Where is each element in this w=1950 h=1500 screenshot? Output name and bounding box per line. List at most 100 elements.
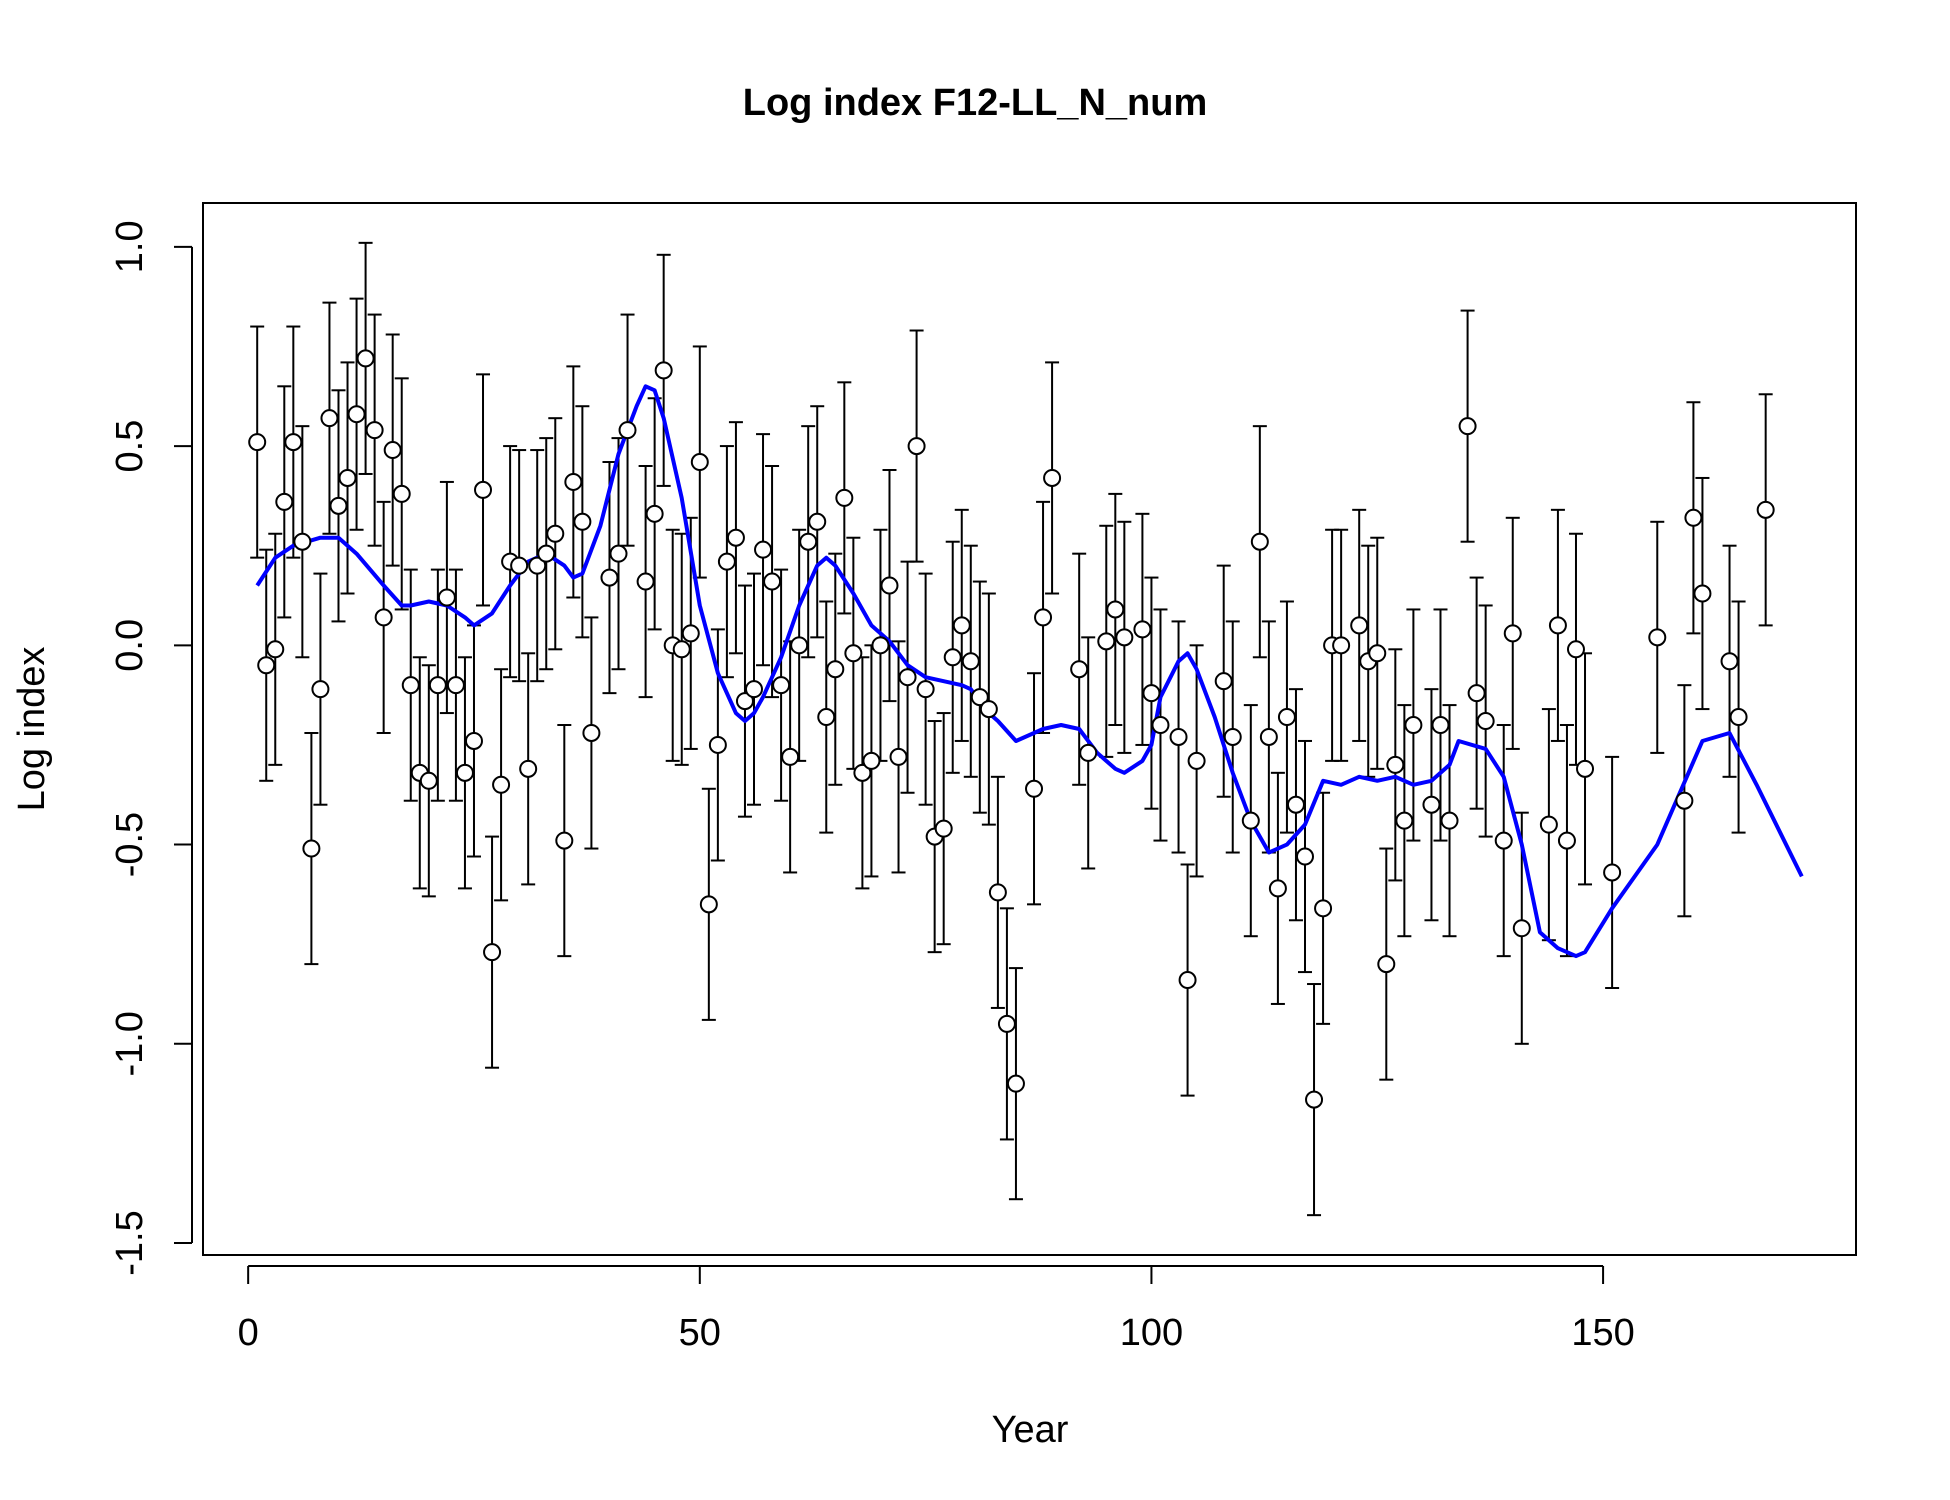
data-point (1097, 632, 1116, 651)
y-tick-label: 1.0 (109, 220, 151, 273)
data-point (446, 676, 465, 695)
data-point (428, 676, 447, 695)
data-point (356, 349, 375, 368)
data-point (1250, 532, 1269, 551)
data-point (248, 433, 267, 452)
data-point (934, 819, 953, 838)
data-point (735, 692, 754, 711)
data-point (1332, 636, 1351, 655)
data-point (302, 839, 321, 858)
data-point (1314, 899, 1333, 918)
data-point (419, 771, 438, 790)
data-point (1296, 847, 1314, 866)
data-point (889, 747, 908, 766)
data-point (1368, 644, 1387, 663)
data-point (347, 405, 366, 424)
data-point (437, 588, 456, 607)
data-point (1214, 672, 1233, 691)
y-tick-label: -0.5 (109, 812, 151, 877)
data-point (672, 640, 691, 659)
data-point (365, 421, 384, 440)
data-point (1512, 919, 1531, 938)
data-point (1079, 743, 1098, 762)
data-point (609, 544, 628, 563)
data-point (537, 544, 556, 563)
data-point (907, 437, 926, 456)
data-point (1404, 716, 1423, 735)
data-point (699, 895, 718, 914)
data-point (862, 751, 881, 770)
data-point (1286, 795, 1305, 814)
data-point (1268, 879, 1287, 898)
data-point (266, 640, 285, 659)
data-points (248, 349, 1775, 1109)
data-point (1395, 811, 1414, 830)
data-point (708, 735, 727, 754)
data-point (961, 652, 980, 671)
data-point (483, 943, 502, 962)
data-point (284, 433, 303, 452)
data-point (1386, 755, 1405, 774)
x-tick-label: 0 (238, 1312, 259, 1354)
y-tick-label: -1.5 (109, 1210, 151, 1275)
data-point (293, 532, 312, 551)
data-point (1043, 468, 1062, 487)
x-axis-label: Year (992, 1409, 1069, 1451)
data-point (970, 688, 989, 707)
data-point (519, 759, 538, 778)
chart-title: Log index F12-LL_N_num (743, 82, 1207, 124)
data-point (916, 680, 935, 699)
data-point (835, 488, 854, 507)
x-tick-label: 100 (1120, 1312, 1183, 1354)
data-point (1223, 727, 1242, 746)
data-point (1006, 1074, 1025, 1093)
data-point (1025, 779, 1044, 798)
y-axis-label: Log index (11, 647, 53, 812)
data-point (528, 556, 547, 575)
data-point (763, 572, 782, 591)
y-tick-label: -1.0 (109, 1011, 151, 1076)
data-point (1277, 708, 1296, 727)
data-point (1431, 716, 1450, 735)
data-point (1187, 751, 1206, 770)
data-point (1566, 640, 1585, 659)
data-point (943, 648, 962, 667)
data-point (1034, 608, 1053, 627)
data-point (257, 656, 276, 675)
data-point (681, 624, 700, 643)
data-point (781, 747, 800, 766)
data-point (555, 831, 574, 850)
data-point (880, 576, 899, 595)
data-point (1350, 616, 1369, 635)
x-tick-label: 150 (1571, 1312, 1634, 1354)
data-point (1476, 712, 1495, 731)
data-point (1684, 508, 1703, 527)
data-point (898, 668, 917, 687)
data-point (853, 763, 872, 782)
data-point (1241, 811, 1260, 830)
data-point (1151, 716, 1170, 735)
data-point (997, 1014, 1016, 1033)
data-point (573, 512, 592, 531)
data-point (374, 608, 393, 627)
data-point (1106, 600, 1125, 619)
data-point (1539, 815, 1558, 834)
data-point (383, 441, 402, 460)
data-point (654, 361, 673, 380)
data-point (582, 723, 601, 742)
y-tick-label: 0.5 (109, 420, 151, 473)
y-axis: -1.5 -1.0 -0.5 0.0 0.5 1.0 (109, 220, 193, 1276)
data-point (1422, 795, 1441, 814)
data-point (618, 421, 637, 440)
data-point (1503, 624, 1522, 643)
data-point (871, 636, 890, 655)
data-point (1756, 500, 1775, 519)
x-tick-label: 50 (679, 1312, 721, 1354)
data-point (1548, 616, 1567, 635)
data-point (799, 532, 818, 551)
data-point (1305, 1090, 1324, 1109)
data-point (1494, 831, 1513, 850)
data-point (492, 775, 511, 794)
data-point (564, 472, 583, 491)
data-point (1557, 831, 1576, 850)
